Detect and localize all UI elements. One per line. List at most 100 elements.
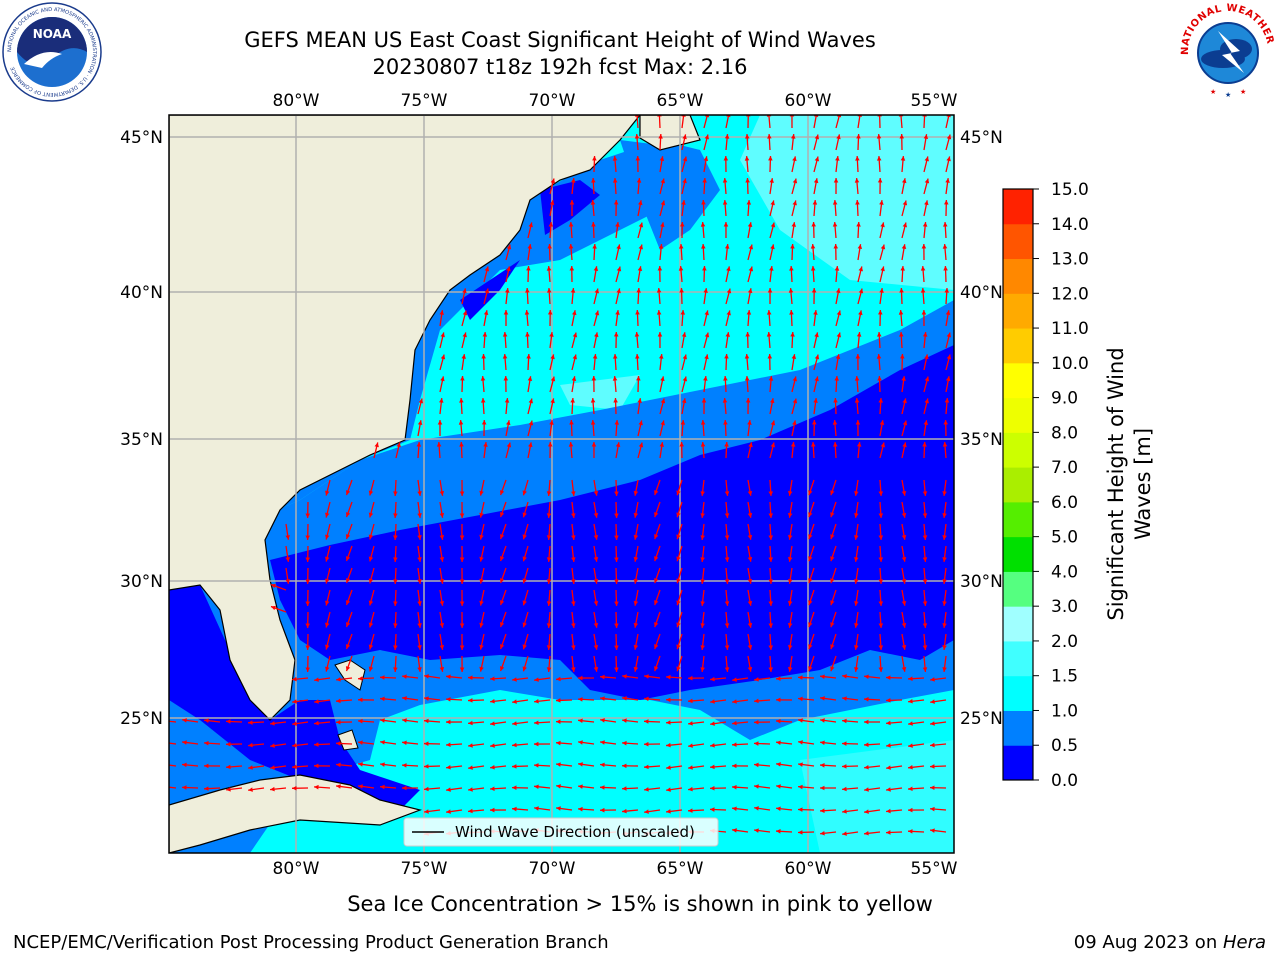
wind-wave-arrowhead [569,200,575,205]
wind-wave-arrowhead [726,310,731,316]
wind-wave-arrowhead [832,420,838,425]
wind-wave-arrowhead [546,491,552,496]
wind-wave-arrowhead [556,698,561,703]
wind-wave-arrowhead [768,376,774,381]
wind-wave-arrowhead [345,622,351,628]
wind-wave-arrowhead [901,666,907,672]
wind-wave-arrowhead [439,601,445,606]
wind-wave-arrowhead [789,310,794,315]
colorbar-tick-label: 14.0 [1051,215,1089,235]
wind-wave-arrowhead [512,785,517,790]
wind-wave-arrowhead [710,721,715,726]
wind-wave-arrowhead [305,557,310,562]
wind-wave-arrowhead [490,743,495,748]
wind-wave-arrowhead [880,244,886,250]
wind-wave-arrowhead [614,601,619,606]
wind-wave-arrowhead [568,222,574,227]
wind-wave-arrowhead [636,376,641,381]
wind-wave-arrowhead [506,420,511,426]
wind-wave-arrowhead [704,310,709,316]
wind-wave-arrowhead [417,667,422,672]
wind-wave-arrowhead [886,787,891,792]
wind-wave-arrowhead [600,785,605,790]
wind-wave-arrow [169,764,177,767]
wind-wave-arrowhead [945,178,950,183]
wind-wave-arrowhead [550,354,555,360]
wind-wave-arrowhead [858,288,864,294]
wind-wave-arrowhead [548,222,554,227]
wind-wave-arrowhead [416,442,422,447]
wind-wave-arrowhead [459,667,465,672]
wind-wave-arrowhead [942,491,947,496]
wind-wave-arrowhead [490,807,495,813]
wind-wave-arrowhead [833,178,839,183]
colorbar-segment [1003,710,1033,746]
noaa-logo-text: NOAA [33,27,72,41]
wind-wave-arrowhead [724,354,729,359]
wind-wave-arrowhead [633,490,639,496]
colorbar-segment [1003,640,1033,677]
wind-wave-arrowhead [830,490,835,496]
colorbar-segment [1003,536,1033,572]
wind-wave-arrowhead [593,644,599,650]
wind-wave-arrowhead [556,719,561,724]
wind-wave-arrowhead [305,623,310,628]
wind-wave-arrowhead [499,556,505,562]
wind-wave-arrowhead [808,622,813,628]
wind-wave-arrowhead [812,420,817,425]
wind-wave-arrowhead [886,808,891,814]
wind-wave-arrowhead [878,557,884,562]
wind-wave-arrowhead [922,557,928,562]
wind-wave-arrowhead [345,490,351,496]
wind-wave-arrowhead [901,178,907,184]
wind-wave-arrowhead [660,222,665,228]
wind-wave-arrowhead [946,134,952,140]
wind-wave-arrowhead [468,720,473,726]
wind-wave-arrowhead [726,266,731,272]
wind-wave-arrowhead [635,156,641,161]
lat-label-left: 25°N [120,709,163,729]
wind-wave-arrowhead [546,513,552,518]
wind-wave-arrowhead [528,442,533,448]
wind-wave-arrowhead [942,244,948,249]
wind-wave-arrowhead [446,787,451,792]
wind-wave-arrowhead [270,786,275,792]
wind-wave-arrowhead [600,807,605,813]
wind-wave-arrowhead [345,578,351,584]
wind-wave-arrowhead [292,785,297,791]
wind-wave-arrowhead [710,764,715,770]
wind-wave-arrowhead [502,354,508,359]
wind-wave-arrowhead [930,806,935,812]
wind-wave-arrowhead [842,831,847,836]
wind-wave-arrowhead [546,557,552,562]
wind-wave-arrowhead [490,765,495,770]
wind-wave-arrowhead [644,674,649,679]
wind-wave-arrowhead [522,556,527,562]
wind-wave-arrowhead [908,765,913,770]
wind-wave-arrowhead [878,667,884,672]
wind-wave-arrowhead [908,721,913,726]
wind-wave-arrowhead [550,178,556,184]
wind-wave-arrowhead [876,354,882,359]
wind-wave-arrowhead [654,600,659,606]
wind-wave-arrowhead [682,134,687,140]
wind-wave-arrowhead [614,579,619,584]
wind-wave-arrowhead [942,645,947,650]
run-host: Hera [1222,932,1266,953]
wind-wave-arrowhead [499,666,505,672]
wind-wave-arrowhead [634,134,640,139]
wind-wave-arrowhead [637,266,643,271]
wind-wave-arrowhead [468,675,473,680]
wind-wave-arrowhead [724,535,730,540]
wind-wave-arrowhead [776,740,781,745]
wind-wave-arrowhead [424,674,429,679]
wind-wave-arrowhead [754,741,759,746]
wind-wave-arrowhead [767,134,772,139]
wind-wave-arrowhead [417,420,423,426]
wind-wave-arrowhead [571,645,576,650]
wind-wave-arrowhead [676,644,681,650]
wind-wave-arrowhead [417,535,422,540]
wind-wave-arrowhead [285,535,290,540]
colorbar-segment [1003,745,1033,781]
wind-wave-arrowhead [616,244,621,250]
